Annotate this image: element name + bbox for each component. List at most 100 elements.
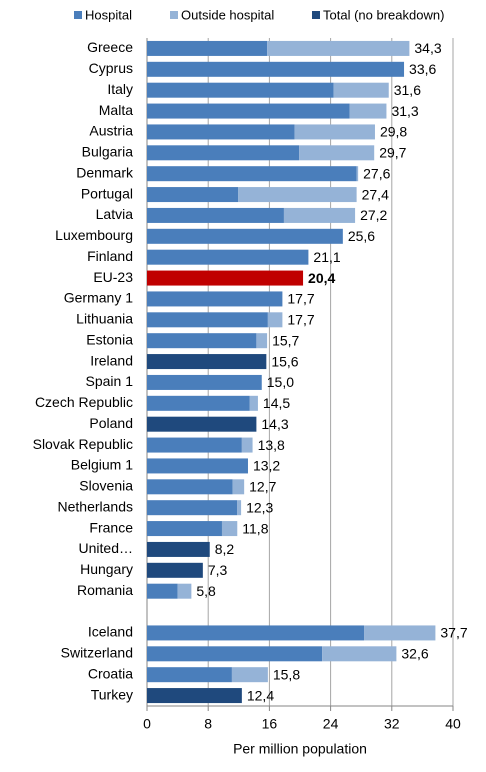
bar-segment (147, 166, 357, 182)
bar-segment (221, 521, 238, 537)
y-tick-label: Luxembourg (55, 227, 133, 243)
y-tick-label: Iceland (88, 624, 133, 640)
y-tick-label: Cyprus (89, 60, 133, 76)
legend: Hospital Outside hospital Total (no breakd… (74, 7, 444, 22)
y-tick-label: Finland (87, 248, 133, 264)
y-tick-label: Belgium 1 (71, 457, 133, 473)
total-label: 20,4 (308, 270, 335, 286)
bar-segment (267, 40, 410, 56)
total-label: 21,1 (313, 249, 340, 265)
total-label: 14,3 (261, 416, 288, 432)
y-tick-label: Estonia (86, 331, 133, 347)
x-tick-label: 16 (262, 716, 278, 732)
legend-label: Hospital (85, 7, 132, 22)
bar-segment (147, 437, 242, 453)
bar-segment (147, 500, 238, 516)
total-label: 27,2 (360, 207, 387, 223)
legend-label: Total (no breakdown) (323, 7, 444, 22)
total-label: 13,2 (253, 458, 280, 474)
total-label: 14,5 (263, 395, 290, 411)
total-label: 7,3 (208, 562, 228, 578)
bar-segment (147, 583, 178, 599)
bar-segment (231, 667, 268, 683)
total-label: 13,8 (258, 437, 285, 453)
y-tick-label: United… (79, 540, 133, 556)
y-tick-label: Romania (77, 582, 133, 598)
legend-label: Outside hospital (181, 7, 274, 22)
bar-segment (238, 187, 357, 203)
legend-swatch (74, 11, 82, 19)
bar-segment (177, 583, 192, 599)
bar-segment (147, 562, 203, 578)
bar-segment (147, 395, 250, 411)
y-tick-label: Austria (89, 123, 133, 139)
bar-segment (333, 82, 389, 98)
y-tick-label: Portugal (81, 185, 133, 201)
total-label: 37,7 (440, 625, 467, 641)
bar-segment (294, 124, 375, 140)
total-label: 29,7 (379, 145, 406, 161)
total-label: 31,3 (391, 103, 418, 119)
bar-segment (356, 166, 359, 182)
bar-segment (147, 82, 334, 98)
total-label: 27,6 (363, 165, 390, 181)
total-label: 12,4 (247, 687, 274, 703)
y-tick-label: Poland (89, 415, 133, 431)
y-tick-label: France (89, 519, 133, 535)
total-label: 31,6 (394, 82, 421, 98)
total-label: 15,6 (271, 353, 298, 369)
total-label: 29,8 (380, 124, 407, 140)
bar-segment (232, 479, 245, 495)
x-axis-label: Per million population (233, 741, 367, 757)
y-tick-label: Spain 1 (86, 373, 134, 389)
y-tick-label: Slovak Republic (33, 436, 133, 452)
bar-segment (147, 625, 365, 641)
bar-segment (147, 270, 304, 286)
y-tick-label: EU-23 (93, 269, 133, 285)
bar-segment (249, 395, 258, 411)
y-tick-label: Slovenia (79, 478, 133, 494)
total-label: 11,8 (242, 520, 268, 536)
bar-segment (147, 40, 268, 56)
y-tick-label: Lithuania (76, 311, 133, 327)
bar-segment (147, 103, 350, 119)
total-label: 15,0 (267, 374, 294, 390)
bar-segment (147, 291, 283, 307)
total-label: 8,2 (215, 541, 235, 557)
legend-swatch (312, 11, 320, 19)
bar-segment (147, 228, 343, 244)
x-tick-label: 24 (323, 716, 339, 732)
y-tick-label: Switzerland (61, 645, 133, 661)
x-tick-label: 8 (204, 716, 212, 732)
bar-segment (267, 312, 283, 328)
bar-segment (237, 500, 242, 516)
bar-segment (147, 312, 268, 328)
bar-segment (147, 207, 284, 223)
bar-segment (147, 145, 300, 161)
bar-segment (147, 479, 233, 495)
bar-segment (364, 625, 436, 641)
y-tick-label: Turkey (91, 686, 133, 702)
bar-segment (256, 333, 268, 349)
legend-swatch (170, 11, 178, 19)
total-label: 25,6 (348, 228, 375, 244)
bar-segment (147, 249, 309, 265)
y-tick-label: Malta (99, 102, 133, 118)
bar-segment (147, 124, 295, 140)
total-label: 34,3 (414, 40, 441, 56)
bar-segment (147, 458, 248, 474)
x-tick-label: 0 (143, 716, 151, 732)
total-label: 32,6 (401, 646, 428, 662)
y-tick-label: Denmark (76, 164, 134, 180)
total-label: 15,7 (272, 332, 299, 348)
bar-segment (147, 541, 210, 557)
y-tick-label: Croatia (88, 665, 133, 681)
bar-segment (322, 646, 397, 662)
y-tick-label: Bulgaria (82, 144, 134, 160)
bar-segment (241, 437, 253, 453)
bar-segment (147, 688, 242, 704)
total-label: 33,6 (409, 61, 436, 77)
total-label: 27,4 (362, 186, 389, 202)
bar-segment (147, 521, 222, 537)
